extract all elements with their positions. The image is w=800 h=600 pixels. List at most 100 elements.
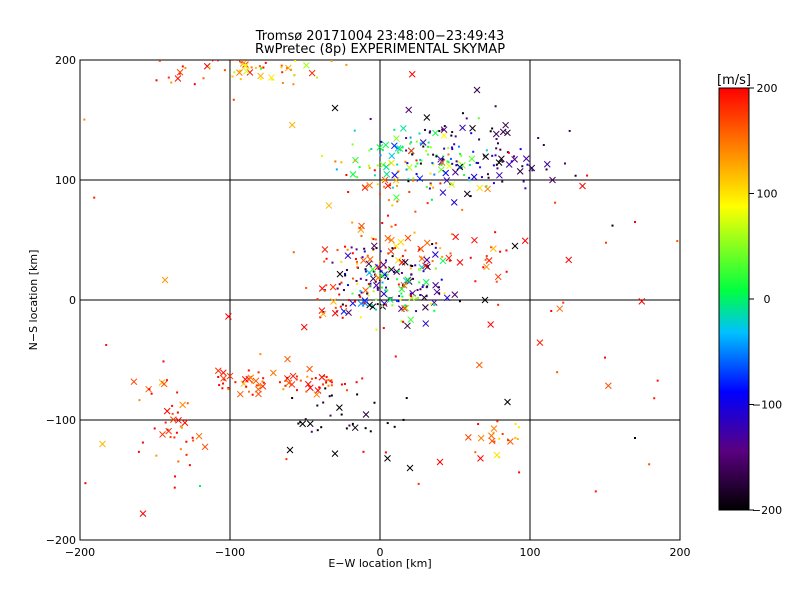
data-point-dot bbox=[353, 159, 356, 162]
data-point-dot bbox=[359, 316, 362, 319]
data-point-cross bbox=[451, 291, 459, 298]
data-point-dot bbox=[394, 355, 397, 358]
data-point-dot bbox=[345, 269, 348, 272]
data-point-dot bbox=[451, 148, 454, 151]
data-point-cross bbox=[494, 273, 502, 281]
data-point-dot bbox=[323, 375, 326, 378]
y-tick-label: 100 bbox=[55, 174, 76, 187]
data-point-dot bbox=[396, 184, 399, 187]
data-point-dot bbox=[284, 380, 287, 383]
data-point-dot bbox=[370, 236, 373, 239]
data-point-dot bbox=[409, 267, 412, 270]
data-point-cross bbox=[471, 236, 478, 244]
data-point-dot bbox=[54, 146, 56, 148]
data-point-dot bbox=[360, 234, 363, 237]
data-point-dot bbox=[259, 78, 262, 81]
data-point-cross bbox=[220, 369, 227, 377]
data-point-dot bbox=[458, 300, 461, 303]
data-point-dot bbox=[397, 170, 400, 173]
data-point-cross bbox=[404, 234, 412, 242]
data-point-dot bbox=[281, 81, 284, 84]
data-point-dot bbox=[325, 284, 328, 287]
data-point-dot bbox=[181, 65, 184, 68]
data-point-dot bbox=[401, 146, 404, 149]
data-point-dot bbox=[365, 279, 368, 282]
data-point-dot bbox=[405, 137, 408, 140]
data-point-dot bbox=[449, 157, 452, 160]
data-point-cross bbox=[160, 380, 168, 388]
data-point-dot bbox=[173, 436, 176, 439]
data-point-dot bbox=[418, 268, 421, 271]
data-point-dot bbox=[314, 377, 317, 380]
data-point-cross bbox=[379, 161, 387, 169]
data-point-dot bbox=[468, 179, 471, 182]
data-point-dot bbox=[325, 379, 328, 382]
data-point-dot bbox=[239, 78, 242, 81]
data-point-dot bbox=[258, 65, 261, 68]
data-point-dot bbox=[407, 180, 410, 183]
data-point-dot bbox=[271, 78, 274, 81]
data-point-dot bbox=[477, 161, 480, 164]
data-point-cross bbox=[360, 257, 367, 264]
data-point-dot bbox=[334, 160, 337, 163]
data-point-dot bbox=[342, 289, 345, 292]
data-point-cross bbox=[605, 382, 612, 390]
data-point-dot bbox=[415, 159, 418, 162]
data-point-dot bbox=[478, 138, 481, 141]
data-point-cross bbox=[423, 114, 431, 121]
data-point-dot bbox=[286, 66, 289, 69]
data-point-dot bbox=[346, 248, 349, 251]
data-point-cross bbox=[226, 372, 234, 380]
data-point-cross bbox=[179, 401, 187, 409]
data-point-dot bbox=[474, 280, 477, 283]
data-point-dot bbox=[521, 165, 524, 168]
data-point-dot bbox=[358, 166, 361, 169]
data-point-dot bbox=[429, 182, 432, 185]
data-point-dot bbox=[322, 401, 325, 404]
data-point-dot bbox=[418, 132, 421, 135]
data-point-cross bbox=[306, 420, 314, 428]
data-point-dot bbox=[345, 427, 348, 430]
data-point-dot bbox=[175, 47, 177, 49]
data-point-dot bbox=[412, 277, 415, 280]
data-point-dot bbox=[432, 163, 435, 166]
data-point-dot bbox=[359, 289, 362, 292]
data-point-cross bbox=[433, 288, 441, 296]
data-point-dot bbox=[223, 69, 226, 72]
data-point-cross bbox=[252, 377, 260, 385]
data-point-dot bbox=[412, 179, 415, 182]
data-point-dot bbox=[440, 278, 443, 281]
data-point-dot bbox=[437, 286, 440, 289]
data-point-dot bbox=[425, 149, 428, 152]
data-point-dot bbox=[482, 266, 485, 269]
data-point-dot bbox=[389, 184, 392, 187]
data-point-dot bbox=[493, 440, 496, 443]
x-tick-label: 0 bbox=[377, 546, 384, 559]
data-point-dot bbox=[450, 233, 453, 236]
data-point-cross bbox=[477, 455, 484, 462]
data-point-dot bbox=[345, 173, 348, 176]
data-point-dot bbox=[413, 231, 416, 234]
data-point-dot bbox=[425, 286, 428, 289]
data-point-dot bbox=[676, 239, 679, 242]
data-point-dot bbox=[396, 163, 399, 166]
data-point-cross bbox=[432, 129, 439, 137]
data-point-dot bbox=[262, 66, 265, 69]
data-point-dot bbox=[384, 451, 387, 454]
data-point-dot bbox=[417, 296, 420, 299]
data-point-dot bbox=[381, 149, 384, 152]
data-point-dot bbox=[374, 280, 377, 283]
data-point-cross bbox=[459, 124, 466, 132]
data-point-dot bbox=[234, 381, 237, 384]
data-point-dot bbox=[369, 430, 372, 433]
data-point-dot bbox=[429, 183, 432, 186]
data-point-dot bbox=[381, 305, 384, 308]
data-point-dot bbox=[291, 397, 294, 400]
data-point-cross bbox=[374, 274, 382, 282]
data-point-dot bbox=[259, 383, 262, 386]
data-point-cross bbox=[430, 299, 438, 306]
data-point-dot bbox=[359, 277, 362, 280]
data-point-dot bbox=[305, 286, 308, 289]
data-point-dot bbox=[429, 146, 432, 149]
data-point-cross bbox=[382, 163, 390, 171]
